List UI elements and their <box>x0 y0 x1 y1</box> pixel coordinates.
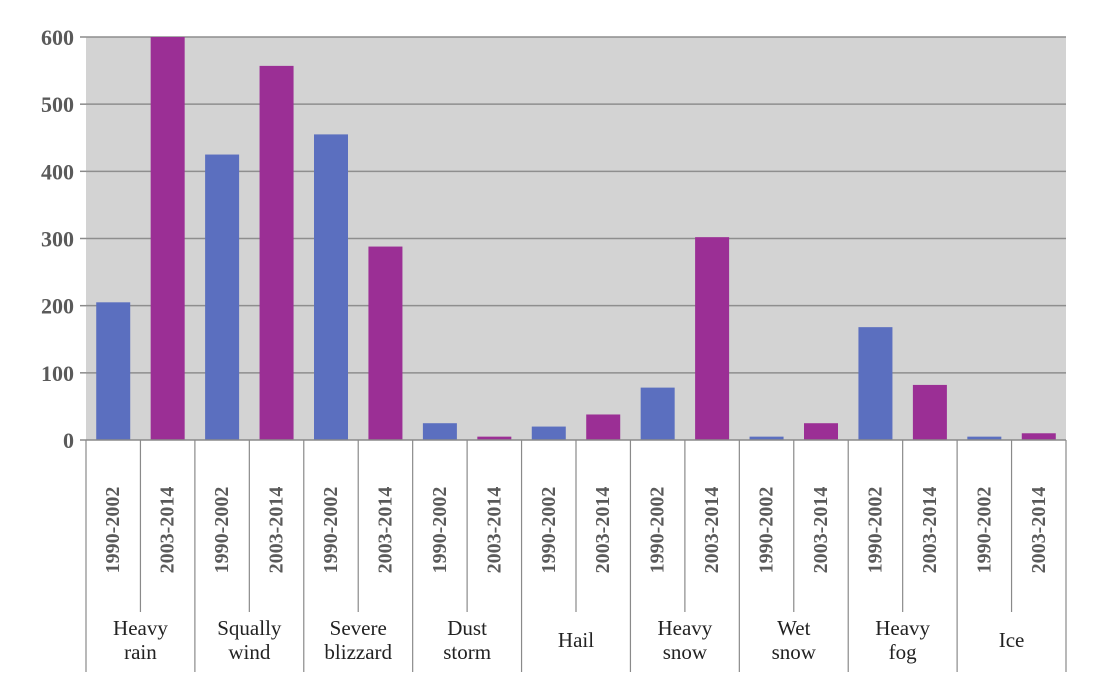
y-tick-label: 500 <box>41 92 74 117</box>
period-label: 1990-2002 <box>864 487 886 574</box>
bar <box>967 436 1002 440</box>
category-label: Heavy <box>657 616 712 640</box>
bar <box>150 37 185 440</box>
category-label: Wet <box>777 616 810 640</box>
period-label: 2003-2014 <box>483 487 505 574</box>
y-tick-label: 100 <box>41 361 74 386</box>
period-label: 1990-2002 <box>429 487 451 574</box>
period-label: 2003-2014 <box>919 487 941 574</box>
bar <box>1021 433 1056 440</box>
category-label: blizzard <box>324 640 392 664</box>
period-label: 1990-2002 <box>102 487 124 574</box>
category-label: Ice <box>999 628 1025 652</box>
bar <box>912 384 947 440</box>
bar <box>858 327 893 440</box>
category-label: Squally <box>217 616 282 640</box>
y-tick-label: 400 <box>41 159 74 184</box>
period-label: 1990-2002 <box>647 487 669 574</box>
period-label: 2003-2014 <box>592 487 614 574</box>
period-label: 1990-2002 <box>756 487 778 574</box>
bar <box>695 237 730 440</box>
bar <box>205 154 240 441</box>
gridlines <box>86 36 1066 374</box>
period-label: 1990-2002 <box>973 487 995 574</box>
period-label: 2003-2014 <box>810 487 832 574</box>
bar <box>314 134 348 440</box>
period-label: 1990-2002 <box>538 487 560 574</box>
period-label: 2003-2014 <box>701 487 723 574</box>
bar <box>422 423 457 440</box>
y-tick-label: 300 <box>41 227 74 252</box>
category-label: storm <box>443 640 491 664</box>
category-label: wind <box>228 640 271 664</box>
y-tick-label: 0 <box>63 428 74 453</box>
period-label: 1990-2002 <box>211 487 233 574</box>
bars <box>96 37 1056 441</box>
bar <box>96 302 131 440</box>
period-label: 2003-2014 <box>266 487 288 574</box>
y-axis-ticks: 0 100 200 300 400 500 600 <box>41 25 86 453</box>
category-label: Heavy <box>875 616 930 640</box>
category-label: Hail <box>558 628 594 652</box>
bar <box>368 246 403 440</box>
period-label: 2003-2014 <box>157 487 179 574</box>
bar <box>531 426 566 440</box>
bar <box>749 436 784 440</box>
bar <box>259 65 294 440</box>
bar <box>586 414 621 440</box>
category-label: rain <box>124 640 157 664</box>
bar <box>477 436 512 440</box>
y-tick-label: 600 <box>41 25 74 50</box>
category-label: Dust <box>447 616 487 640</box>
period-label: 2003-2014 <box>374 487 396 574</box>
y-tick-label: 200 <box>41 294 74 319</box>
bar <box>804 423 838 440</box>
period-label: 2003-2014 <box>1028 487 1050 574</box>
category-label: Severe <box>330 616 387 640</box>
period-label: 1990-2002 <box>320 487 342 574</box>
category-label: Heavy <box>113 616 168 640</box>
category-label: fog <box>889 640 917 664</box>
category-label: snow <box>663 640 708 664</box>
bar <box>640 387 675 440</box>
category-label: snow <box>772 640 817 664</box>
